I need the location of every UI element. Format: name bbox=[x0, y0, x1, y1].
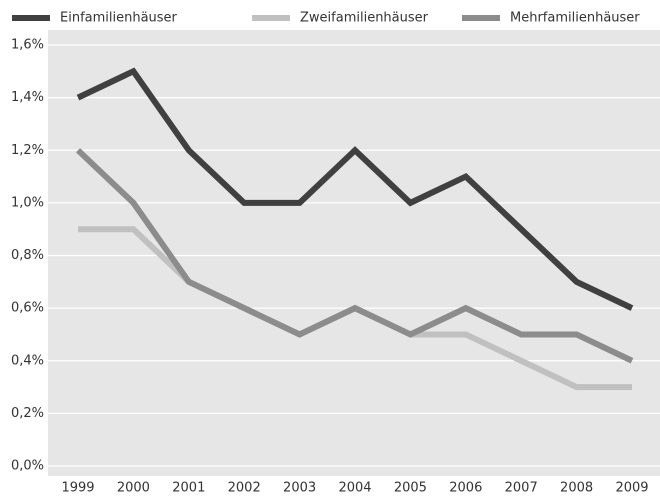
x-tick-label: 2000 bbox=[117, 481, 150, 496]
x-tick-label: 2009 bbox=[615, 481, 648, 496]
x-tick-label: 1999 bbox=[61, 481, 94, 496]
x-tick-label: 2006 bbox=[449, 481, 482, 496]
y-tick-label: 1,6% bbox=[11, 38, 44, 53]
y-tick-label: 0,0% bbox=[11, 459, 44, 474]
line-series bbox=[75, 148, 634, 364]
x-tick-label: 2003 bbox=[283, 481, 316, 496]
x-tick-label: 2004 bbox=[338, 481, 371, 496]
x-tick-label: 2005 bbox=[394, 481, 427, 496]
x-tick-label: 2008 bbox=[560, 481, 593, 496]
line-series bbox=[76, 67, 634, 311]
y-tick-label: 0,2% bbox=[11, 406, 44, 421]
plot-background bbox=[48, 30, 660, 476]
y-tick-label: 1,0% bbox=[11, 195, 44, 210]
y-tick-label: 0,4% bbox=[11, 353, 44, 368]
y-tick-label: 1,4% bbox=[11, 90, 44, 105]
x-tick-label: 2002 bbox=[228, 481, 261, 496]
x-tick-label: 2007 bbox=[505, 481, 538, 496]
legend-label: Einfamilienhäuser bbox=[60, 11, 178, 26]
legend-label: Mehrfamilienhäuser bbox=[510, 11, 640, 26]
y-tick-label: 1,2% bbox=[11, 143, 44, 158]
legend-label: Zweifamilienhäuser bbox=[300, 11, 429, 26]
x-tick-label: 2001 bbox=[172, 481, 205, 496]
y-tick-label: 0,6% bbox=[11, 301, 44, 316]
y-tick-label: 0,8% bbox=[11, 248, 44, 263]
